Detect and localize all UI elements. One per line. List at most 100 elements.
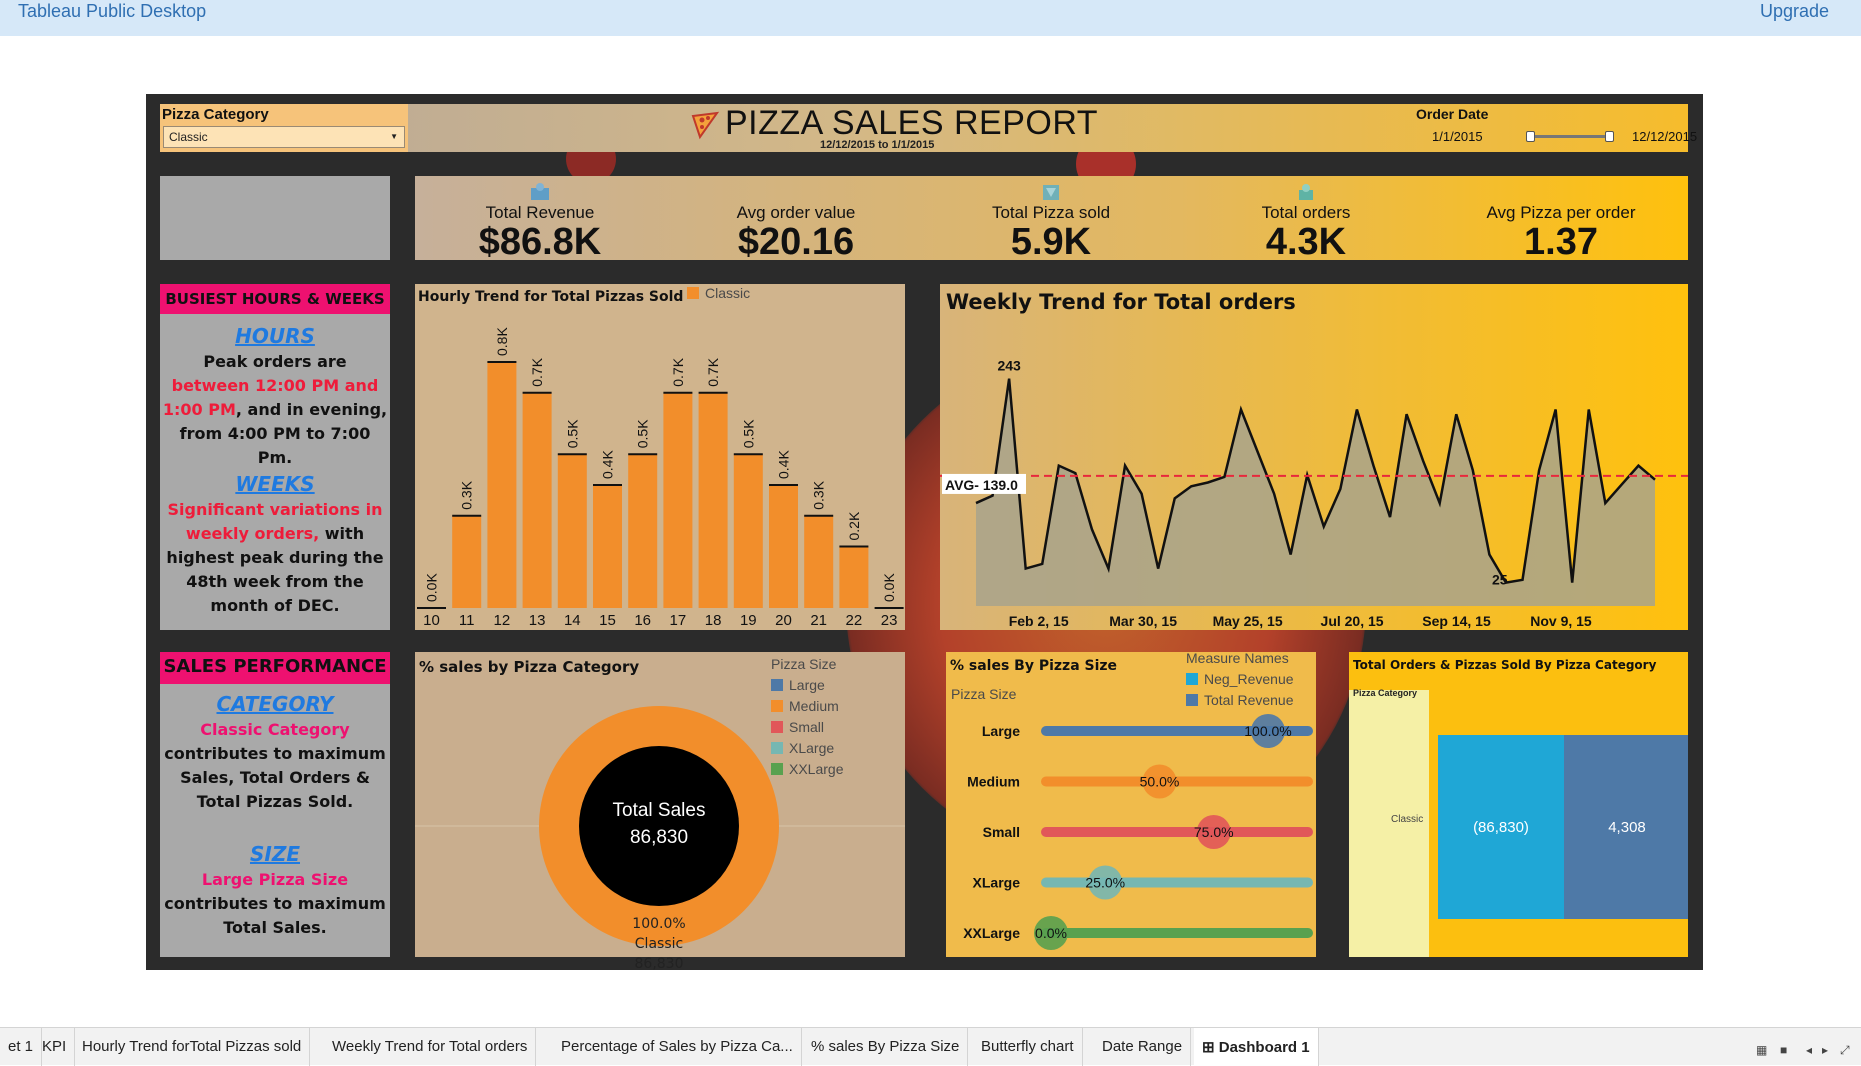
weekly-trend-line: [975, 378, 1656, 584]
hourly-data-label: 0.5K: [740, 419, 756, 448]
size-category-label: XXLarge: [963, 925, 1020, 941]
dropdown-arrow-icon[interactable]: ▼: [390, 132, 398, 141]
weekly-x-tick: May 25, 15: [1213, 613, 1283, 629]
legend-item[interactable]: Large: [771, 675, 843, 696]
hourly-bar: [698, 392, 728, 608]
category-insight: CATEGORY Classic Category contributes to…: [160, 690, 390, 814]
hourly-bar: [628, 454, 658, 608]
upgrade-link[interactable]: Upgrade: [1759, 1, 1829, 21]
hourly-x-tick: 22: [846, 612, 863, 629]
size-lollipop-dot: [1088, 865, 1123, 900]
size-value-label: 100.0%: [1244, 723, 1291, 739]
scroll-right-icon[interactable]: ▸: [1822, 1043, 1829, 1057]
hourly-bar: [487, 362, 517, 608]
report-header: Pizza Category Classic ▼ PIZZA SALES REP…: [160, 104, 1697, 152]
size-lollipop-plot: Large 100.0% Medium 50.0% Small 75.0% XLarge 25…: [963, 714, 1313, 950]
measure-names-legend: Measure Names Neg_Revenue Total Revenue: [1186, 648, 1294, 711]
size-value-label: 75.0%: [1194, 824, 1234, 840]
hourly-x-tick: 17: [670, 612, 687, 629]
legend-item[interactable]: XLarge: [771, 738, 843, 759]
butterfly-neg-label: (86,830): [1473, 819, 1529, 836]
size-category-label: Medium: [967, 774, 1020, 790]
hourly-x-tick: 10: [423, 612, 440, 629]
size-lollipop-dot: [1142, 764, 1177, 799]
expand-icon[interactable]: ⤢: [1840, 1043, 1850, 1057]
hourly-x-tick: 11: [459, 612, 475, 629]
size-axis-label: Pizza Size: [951, 686, 1017, 702]
app-title: Tableau Public Desktop: [18, 1, 207, 21]
logo-placeholder: [160, 176, 390, 260]
order-date-slider[interactable]: [1526, 131, 1614, 142]
legend-item[interactable]: Total Revenue: [1186, 690, 1294, 711]
tab-butterfly-chart[interactable]: Butterfly chart: [973, 1028, 1083, 1066]
donut-svg: [415, 706, 905, 946]
tab-weekly-trend[interactable]: Weekly Trend for Total orders: [324, 1028, 537, 1066]
average-label-box: [942, 473, 1026, 494]
title-bar: Tableau Public Desktop Upgrade: [0, 0, 1861, 36]
tab-kpi[interactable]: KPI: [34, 1028, 76, 1066]
pizza-size-chart: % sales By Pizza Size Pizza Size Measure…: [946, 650, 1316, 957]
tab-dashboard-1[interactable]: ⊞ Dashboard 1: [1194, 1028, 1319, 1066]
hourly-x-tick: 20: [775, 612, 792, 629]
butterfly-column-header: Pizza Category: [1353, 688, 1418, 698]
legend-item[interactable]: XXLarge: [771, 759, 843, 780]
orders-icon: [1299, 184, 1313, 200]
tab-sales-by-size[interactable]: % sales By Pizza Size: [803, 1028, 969, 1066]
weekly-x-tick: Feb 2, 15: [1009, 613, 1069, 629]
legend-item[interactable]: Medium: [771, 696, 843, 717]
butterfly-category-column: Pizza Category Classic: [1349, 688, 1429, 957]
dashboard-icon: ⊞: [1202, 1039, 1219, 1056]
dropdown-value: Classic: [169, 130, 208, 144]
money-icon: [531, 183, 549, 200]
hourly-data-label: 0.8K: [494, 327, 510, 356]
sheet-tab-bar: et 1 KPI Hourly Trend forTotal Pizzas so…: [0, 1027, 1861, 1066]
order-date-label: Order Date: [1416, 106, 1489, 122]
hourly-data-label: 0.3K: [811, 480, 827, 509]
hours-insight: HOURS Peak orders are between 12:00 PM a…: [162, 324, 388, 467]
hourly-bar-plot: 0.0K 10 0.3K 11 0.8K 12 0.7K 13 0.5K 14 0.4K 15 0.5K…: [417, 327, 904, 629]
pizza-size-legend: Pizza Size Large Medium Small XLarge XXL…: [771, 654, 843, 780]
size-lollipop-dot: [1034, 916, 1068, 950]
hourly-x-tick: 14: [564, 612, 581, 629]
hourly-bar: [663, 392, 693, 608]
slider-start-handle[interactable]: [1526, 131, 1535, 142]
size-insight: SIZE Large Pizza Size contributes to max…: [160, 840, 390, 940]
hourly-bar: [452, 515, 482, 608]
weekly-trend-chart: Weekly Trend for Total orders AVG- 139.0…: [940, 284, 1688, 630]
hourly-x-tick: 19: [740, 612, 757, 629]
report-date-range: 12/12/2015 to 1/1/2015: [820, 139, 935, 151]
butterfly-chart: Total Orders & Pizzas Sold By Pizza Cate…: [1349, 652, 1688, 957]
sales-performance-panel: SALES PERFORMANCE CATEGORY Classic Categ…: [160, 652, 390, 957]
hourly-bar: [593, 485, 622, 608]
legend-item[interactable]: Neg_Revenue: [1186, 669, 1294, 690]
hourly-data-label: 0.4K: [600, 450, 616, 479]
weekly-chart-title: Weekly Trend for Total orders: [946, 290, 1296, 314]
kpi-avg-order-value: Avg order value $20.16: [736, 203, 856, 263]
pizza-category-filter: Pizza Category Classic ▼: [160, 104, 408, 152]
hourly-data-label: 0.5K: [635, 419, 651, 448]
pizza-category-dropdown[interactable]: Classic ▼: [163, 126, 405, 148]
grid-view-icon[interactable]: ■: [1780, 1043, 1788, 1057]
order-date-end: 12/12/2015: [1632, 129, 1698, 144]
scroll-left-icon[interactable]: ◂: [1806, 1043, 1813, 1057]
butterfly-bars: (86,830) 4,308: [1438, 735, 1688, 919]
filter-label: Pizza Category: [162, 106, 269, 123]
butterfly-chart-title: Total Orders & Pizzas Sold By Pizza Cate…: [1353, 658, 1657, 672]
filmstrip-view-icon[interactable]: ▦: [1756, 1043, 1768, 1057]
hourly-data-label: 0.4K: [776, 450, 792, 479]
tab-sheet-1[interactable]: et 1: [0, 1028, 43, 1066]
tab-hourly-trend[interactable]: Hourly Trend forTotal Pizzas sold: [74, 1028, 311, 1066]
slider-end-handle[interactable]: [1605, 131, 1614, 142]
hourly-data-label: 0.3K: [459, 480, 475, 509]
size-category-label: XLarge: [973, 875, 1021, 891]
dashboard: Pizza Category Classic ▼ PIZZA SALES REP…: [146, 94, 1703, 970]
hourly-bar: [522, 392, 552, 608]
hourly-data-label: 0.2K: [846, 511, 862, 540]
tab-percentage-sales-category[interactable]: Percentage of Sales by Pizza Ca...: [553, 1028, 802, 1066]
legend-item[interactable]: Small: [771, 717, 843, 738]
donut-center-label: Total Sales 86,830: [612, 800, 706, 848]
hourly-x-tick: 18: [705, 612, 722, 629]
tab-date-range[interactable]: Date Range: [1094, 1028, 1192, 1066]
category-chart-title: % sales by Pizza Category: [419, 658, 640, 676]
hourly-data-label: 0.5K: [564, 419, 580, 448]
